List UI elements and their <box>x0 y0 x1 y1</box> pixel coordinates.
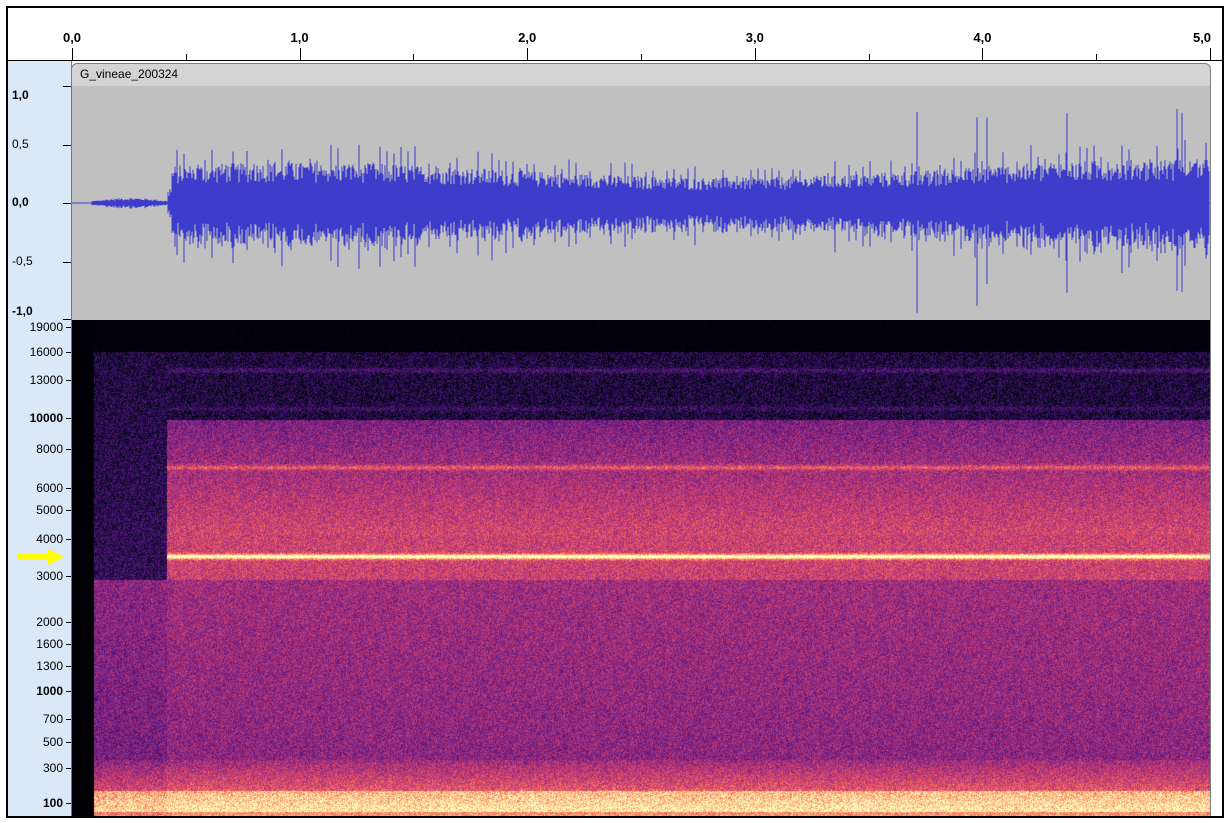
ruler-major-tick <box>982 48 984 60</box>
frequency-scale: 19000 16000 13000 10000 8000 6000 5000 4000 3000… <box>8 320 71 818</box>
ruler-label: 3,0 <box>745 30 764 45</box>
frequency-label: 500 <box>42 735 63 749</box>
ruler-label: 1,0 <box>290 30 309 45</box>
amplitude-tick <box>63 86 71 87</box>
frequency-label: 4000 <box>36 532 63 546</box>
frequency-tick <box>66 768 71 769</box>
amplitude-tick <box>63 144 71 146</box>
amplitude-label: 1,0 <box>12 88 29 102</box>
frequency-label: 8000 <box>36 442 63 456</box>
ruler-minor-tick <box>868 54 870 60</box>
amplitude-scale: 1,0 0,5 0,0 -0,5 -1,0 <box>8 86 71 320</box>
ruler-minor-tick <box>185 54 187 60</box>
waveform-graph <box>72 109 1210 314</box>
frequency-tick <box>66 488 71 489</box>
frequency-label: 700 <box>42 712 63 726</box>
frequency-label: 10000 <box>29 411 63 425</box>
frequency-tick <box>66 352 71 353</box>
amplitude-label: 0,5 <box>12 136 29 151</box>
frequency-tick <box>66 622 71 623</box>
frequency-label: 6000 <box>36 481 63 495</box>
frequency-label: 19000 <box>29 320 63 334</box>
frequency-label: 5000 <box>36 503 63 517</box>
frequency-tick <box>66 380 71 381</box>
amplitude-tick <box>63 261 71 263</box>
ruler-label: 2,0 <box>518 30 537 45</box>
amplitude-label: 0,0 <box>12 195 29 209</box>
frequency-label: 2000 <box>36 615 63 629</box>
frequency-label: 300 <box>42 761 63 775</box>
track-header[interactable]: G_vineae_200324 <box>71 63 1211 86</box>
frequency-tick <box>66 449 71 450</box>
frequency-tick <box>66 742 71 743</box>
frequency-tick <box>66 666 71 667</box>
waveform-path <box>72 109 1210 314</box>
ruler-minor-tick <box>413 54 415 60</box>
vertical-scale-panel <box>8 61 72 818</box>
frequency-label: 16000 <box>29 345 63 359</box>
amplitude-label: -0,5 <box>12 253 33 268</box>
frequency-tick <box>66 691 71 692</box>
ruler-major-tick <box>754 48 756 60</box>
ruler-major-tick <box>72 48 73 60</box>
frequency-tick <box>66 644 71 645</box>
timeline-ruler[interactable]: 0,0 1,0 2,0 3,0 4,0 5,0 <box>8 8 1224 61</box>
frequency-label: 1000 <box>36 684 63 698</box>
frequency-tick <box>66 576 71 577</box>
waveform-view[interactable] <box>72 86 1210 320</box>
ruler-major-tick <box>1210 48 1211 60</box>
frequency-label: 3000 <box>36 569 63 583</box>
frequency-tick <box>66 803 71 804</box>
amplitude-tick <box>63 319 71 320</box>
frequency-tick <box>66 327 71 328</box>
ruler-minor-tick <box>1096 54 1098 60</box>
frequency-tick <box>66 510 71 511</box>
frequency-label: 13000 <box>29 373 63 387</box>
ruler-label: 5,0 <box>1192 30 1212 45</box>
amplitude-label: -1,0 <box>12 304 33 318</box>
spectrogram-view[interactable] <box>72 320 1210 818</box>
frequency-marker-arrow-icon <box>18 549 64 565</box>
frequency-tick <box>66 719 71 720</box>
spectrogram-canvas <box>72 320 1210 818</box>
frequency-tick <box>66 539 71 540</box>
ruler-label: 0,0 <box>62 30 82 45</box>
right-margin <box>1210 86 1225 818</box>
ruler-minor-tick <box>641 54 642 60</box>
amplitude-tick <box>63 203 71 204</box>
frequency-tick <box>66 418 71 419</box>
ruler-label: 4,0 <box>973 30 992 45</box>
frequency-label: 1300 <box>36 659 63 673</box>
ruler-major-tick <box>527 48 529 60</box>
track-name: G_vineae_200324 <box>80 67 179 81</box>
frequency-label: 1600 <box>36 637 63 651</box>
frequency-label: 100 <box>42 796 63 810</box>
ruler-major-tick <box>299 48 301 60</box>
